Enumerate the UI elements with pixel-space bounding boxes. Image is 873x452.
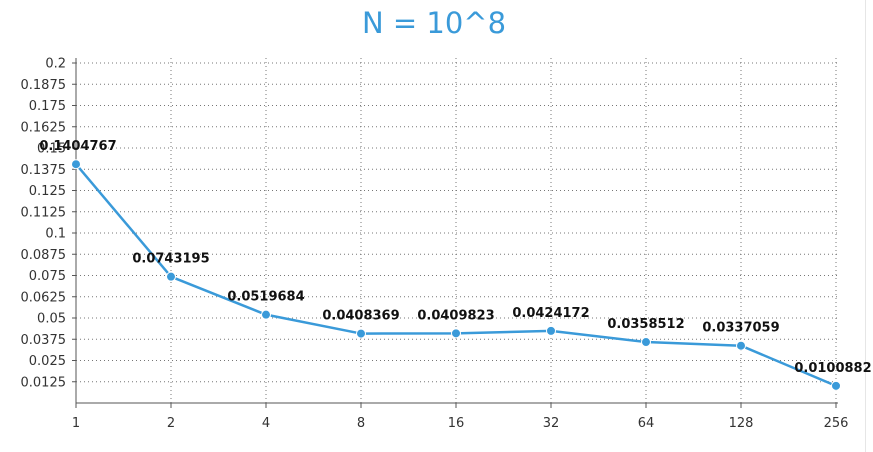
- x-tick-label: 1: [72, 416, 80, 431]
- y-tick-label: 0.1875: [21, 78, 67, 93]
- y-tick-label: 0.1625: [21, 120, 67, 135]
- data-label: 0.0519684: [227, 290, 304, 305]
- y-tick-label: 0.0875: [21, 248, 67, 263]
- data-label: 0.0409823: [417, 308, 494, 323]
- x-tick-label: 64: [638, 416, 655, 431]
- data-point: [71, 159, 81, 170]
- y-tick-label: 0.175: [29, 99, 66, 114]
- x-tick-label: 8: [357, 416, 365, 431]
- y-tick-label: 0.125: [29, 184, 66, 199]
- y-tick-label: 0.1125: [21, 205, 67, 220]
- data-label: 0.0424172: [512, 306, 589, 321]
- data-label: 0.0337059: [702, 321, 779, 336]
- data-point: [261, 309, 271, 320]
- y-tick-label: 0.0375: [21, 333, 67, 348]
- x-tick-label: 2: [167, 416, 175, 431]
- x-tick-label: 256: [824, 416, 849, 431]
- data-label: 0.0358512: [607, 317, 684, 332]
- y-tick-label: 0.2: [45, 57, 66, 72]
- data-label: 0.0100882: [794, 361, 871, 376]
- frame-border: [865, 0, 866, 452]
- data-label: 0.0408369: [322, 309, 399, 324]
- chart-title: N = 10^8: [361, 6, 507, 40]
- y-tick-label: 0.0125: [21, 375, 67, 390]
- data-point: [546, 325, 556, 336]
- data-point: [641, 337, 651, 348]
- x-tick-label: 4: [262, 416, 270, 431]
- data-point: [831, 380, 841, 391]
- data-label: 0.1404767: [39, 139, 116, 154]
- data-point: [166, 271, 176, 282]
- data-label: 0.0743195: [132, 252, 209, 267]
- y-tick-label: 0.025: [29, 354, 66, 369]
- data-point: [451, 328, 461, 339]
- y-tick-label: 0.0625: [21, 290, 67, 305]
- y-tick-label: 0.1: [45, 227, 66, 242]
- data-point: [356, 328, 366, 339]
- y-tick-label: 0.05: [37, 312, 66, 327]
- y-tick-label: 0.15: [37, 142, 66, 157]
- data-point: [736, 340, 746, 351]
- x-tick-label: 16: [448, 416, 465, 431]
- x-tick-label: 32: [543, 416, 560, 431]
- y-tick-label: 0.1375: [21, 163, 67, 178]
- x-tick-label: 128: [729, 416, 754, 431]
- y-tick-label: 0.075: [29, 269, 66, 284]
